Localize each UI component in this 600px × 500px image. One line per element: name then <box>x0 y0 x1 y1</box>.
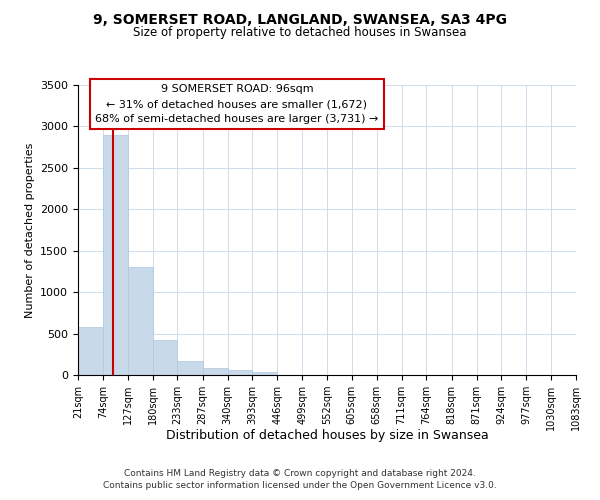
Text: Contains HM Land Registry data © Crown copyright and database right 2024.: Contains HM Land Registry data © Crown c… <box>124 468 476 477</box>
Y-axis label: Number of detached properties: Number of detached properties <box>25 142 35 318</box>
Bar <box>227 370 253 375</box>
Text: Size of property relative to detached houses in Swansea: Size of property relative to detached ho… <box>133 26 467 39</box>
Bar <box>178 360 203 375</box>
Bar <box>152 340 178 375</box>
Bar <box>253 372 277 375</box>
Bar <box>128 268 152 375</box>
Text: 9, SOMERSET ROAD, LANGLAND, SWANSEA, SA3 4PG: 9, SOMERSET ROAD, LANGLAND, SWANSEA, SA3… <box>93 12 507 26</box>
Text: 9 SOMERSET ROAD: 96sqm
← 31% of detached houses are smaller (1,672)
68% of semi-: 9 SOMERSET ROAD: 96sqm ← 31% of detached… <box>95 84 379 124</box>
Text: Distribution of detached houses by size in Swansea: Distribution of detached houses by size … <box>166 428 488 442</box>
Bar <box>78 327 103 375</box>
Text: Contains public sector information licensed under the Open Government Licence v3: Contains public sector information licen… <box>103 481 497 490</box>
Bar <box>203 368 227 375</box>
Bar <box>103 134 128 375</box>
